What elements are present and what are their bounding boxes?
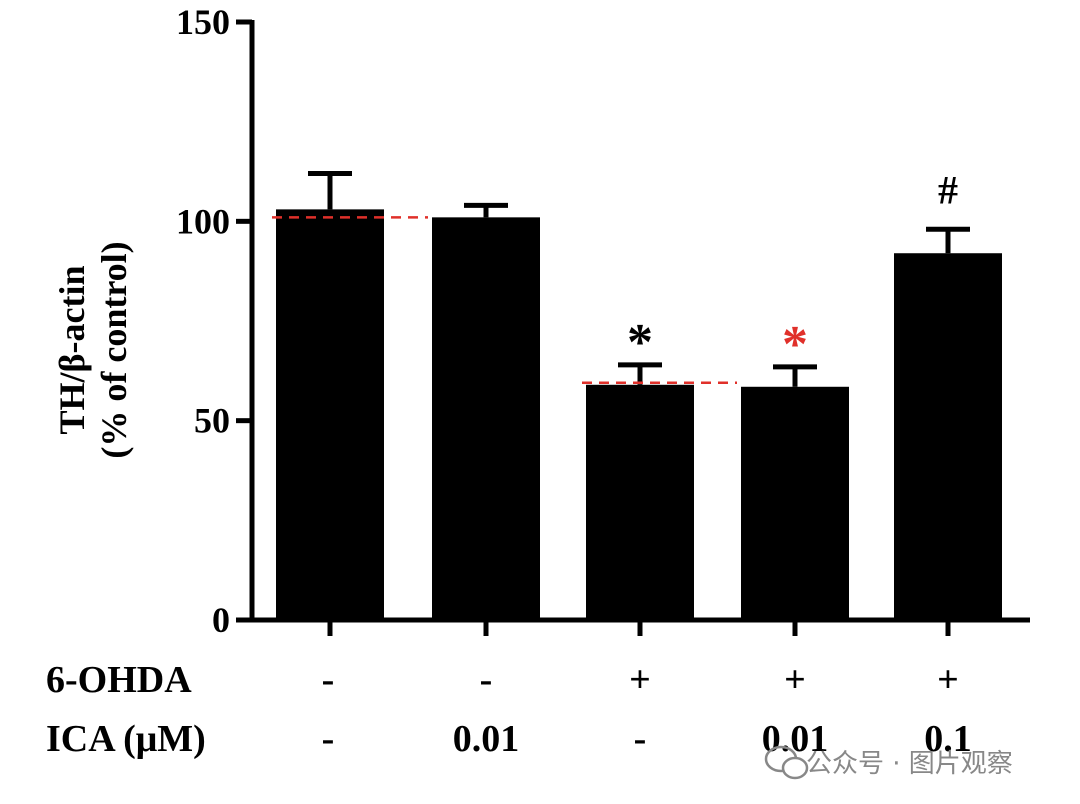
condition-value: 0.01 <box>453 718 520 760</box>
condition-table: 6-OHDA - - + + +ICA (μM) -0.01-0.01 0.1 <box>46 659 972 760</box>
watermark: 公众号 · 图片观察 <box>764 745 1013 780</box>
condition-value: + <box>937 659 959 701</box>
bar <box>894 253 1002 620</box>
y-tick-label: 150 <box>176 2 230 42</box>
annotations-layer: * * # <box>627 167 958 373</box>
condition-label: 6-OHDA <box>46 659 192 701</box>
y-axis-label-line1: TH/β-actin <box>52 266 92 435</box>
watermark-text: 公众号 · 图片观察 <box>806 749 1013 779</box>
condition-value: + <box>784 659 806 701</box>
condition-value: - <box>480 659 493 701</box>
bars-layer <box>276 209 1002 620</box>
condition-value: 0.1 <box>924 718 972 760</box>
condition-value: - <box>322 659 335 701</box>
significance-marker: # <box>938 167 958 212</box>
y-tick-label: 100 <box>176 201 230 241</box>
bar <box>741 386 849 620</box>
reference-lines-layer <box>272 216 737 385</box>
wechat-icon <box>764 745 809 780</box>
bar <box>432 217 540 620</box>
significance-marker: * <box>782 316 808 373</box>
y-axis-label-line2: (% of control) <box>94 241 134 458</box>
y-tick-label: 0 <box>212 600 230 640</box>
significance-marker: * <box>627 314 653 371</box>
bar <box>276 209 384 620</box>
condition-value: - <box>322 718 335 760</box>
ticks-layer: 0 50 100 150 <box>176 2 951 640</box>
bar <box>586 384 694 620</box>
condition-label: ICA (μM) <box>46 718 206 760</box>
y-axis-label: TH/β-actin (% of control) <box>52 241 134 458</box>
condition-value: - <box>634 718 647 760</box>
error-bars-layer <box>308 170 970 387</box>
y-tick-label: 50 <box>194 401 230 441</box>
condition-value: + <box>629 659 651 701</box>
